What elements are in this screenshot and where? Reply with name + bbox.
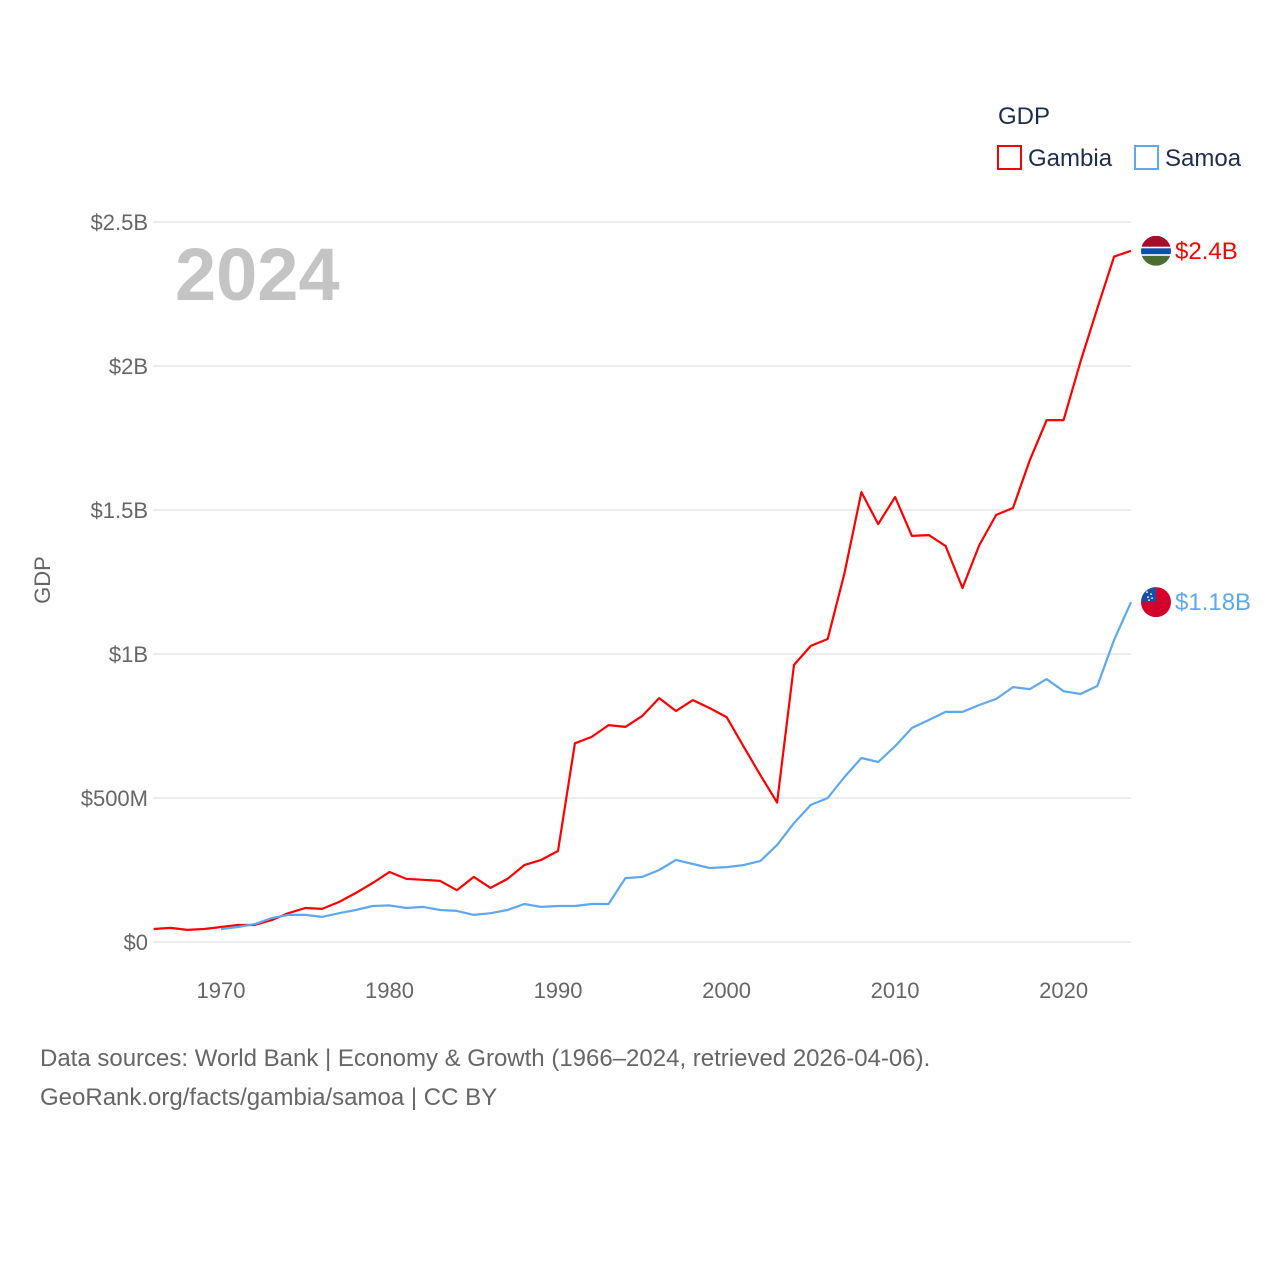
- end-label-gambia: $2.4B: [1175, 238, 1238, 265]
- legend-label-samoa[interactable]: Samoa: [1165, 145, 1242, 172]
- legend-label-gambia[interactable]: Gambia: [1028, 145, 1113, 172]
- footer-attribution[interactable]: GeoRank.org/facts/gambia/samoa | CC BY: [40, 1084, 498, 1111]
- y-tick-label: $2.5B: [91, 210, 149, 235]
- flag-gambia-icon: [1141, 235, 1171, 266]
- y-tick-label: $2B: [109, 354, 148, 379]
- grid-lines: [153, 221, 1131, 943]
- flag-samoa-icon: [1141, 587, 1171, 618]
- series-lines: [153, 249, 1133, 932]
- series-end-markers: $2.4B $1.18B: [1141, 235, 1251, 618]
- y-tick-label: $0: [124, 930, 148, 955]
- x-tick-label: 1980: [365, 978, 414, 1003]
- series-line-samoa[interactable]: [220, 601, 1133, 931]
- legend-swatch-gambia[interactable]: [997, 145, 1022, 170]
- legend[interactable]: GDP Gambia Samoa: [997, 103, 1242, 172]
- y-tick-label: $1B: [109, 642, 148, 667]
- series-line-gambia[interactable]: [153, 249, 1132, 932]
- y-axis-label: GDP: [30, 556, 55, 604]
- end-label-samoa: $1.18B: [1175, 589, 1251, 616]
- y-tick-label: $1.5B: [91, 498, 149, 523]
- year-watermark: 2024: [175, 233, 340, 316]
- y-tick-label: $500M: [81, 786, 148, 811]
- x-tick-label: 2010: [871, 978, 920, 1003]
- x-axis-ticks: 1970 1980 1990 2000 2010 2020: [197, 978, 1089, 1003]
- x-tick-label: 2000: [702, 978, 751, 1003]
- legend-swatch-samoa[interactable]: [1134, 145, 1159, 170]
- footer-sources: Data sources: World Bank | Economy & Gro…: [40, 1045, 931, 1072]
- legend-title: GDP: [998, 103, 1050, 130]
- x-tick-label: 1990: [534, 978, 583, 1003]
- y-axis-ticks: $0 $500M $1B $1.5B $2B $2.5B: [81, 210, 148, 955]
- x-tick-label: 1970: [197, 978, 246, 1003]
- x-tick-label: 2020: [1039, 978, 1088, 1003]
